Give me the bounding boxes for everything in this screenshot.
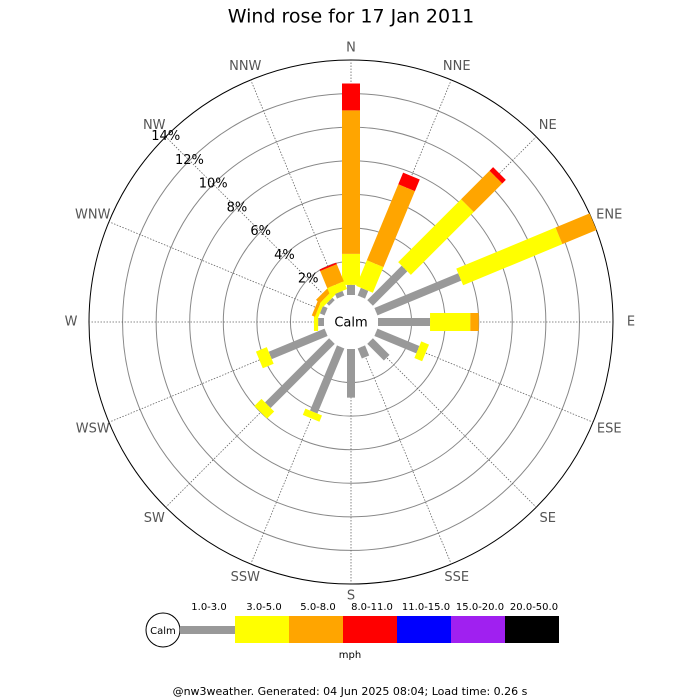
bar-segment [335,290,345,299]
legend-swatch [343,616,397,643]
direction-label: S [347,589,355,604]
bar-segment [319,262,337,272]
bar-segment [316,287,333,304]
spoke [360,346,452,565]
bar-segment [264,338,335,409]
direction-label: SE [540,511,556,526]
bar-segment [430,313,471,331]
legend-label: 8.0-11.0 [351,602,393,613]
direction-label: WSW [76,421,110,436]
bar-segment [470,313,479,331]
direction-label: NW [143,118,166,133]
direction-label: N [346,41,356,56]
bar-segment [342,83,360,111]
r-tick-label: 8% [227,200,248,215]
legend-label: 11.0-15.0 [402,602,450,613]
bar-segment [327,281,348,296]
legend-label: 5.0-8.0 [300,602,335,613]
bar-segment [374,328,420,354]
legend-label: 3.0-5.0 [246,602,281,613]
r-tick-label: 10% [199,177,228,192]
bar-segment [456,227,563,286]
bar-segment [302,408,323,422]
bar-segment [398,172,420,192]
bar-segment [318,318,324,326]
bar-segment [367,265,408,306]
r-tick-label: 2% [298,272,319,287]
spoke [250,79,342,298]
bar-segment [347,349,355,398]
r-tick-label: 4% [274,248,295,263]
legend-swatch [397,616,451,643]
bar-segment [319,306,328,316]
legend-swatch [235,616,289,643]
bar-segment [357,345,370,359]
spoke [165,136,333,304]
legend-calm-label: Calm [150,626,176,637]
bar-segment [347,284,355,295]
calm-label: Calm [334,316,367,331]
legend-label: 1.0-3.0 [191,602,226,613]
bar-segment [357,287,369,299]
bar-segment [374,273,462,316]
spoke [108,221,327,313]
direction-label: W [65,315,78,330]
calm-circle [327,298,375,346]
direction-label: NE [539,118,557,133]
bar-segment [255,347,274,369]
chart-title: Wind rose for 17 Jan 2011 [228,6,475,28]
spoke [369,340,537,508]
direction-label: NNW [229,59,261,74]
bar-segment [555,213,597,245]
direction-label: ESE [597,421,622,436]
bar-segment [311,298,322,317]
direction-label: E [627,315,635,330]
legend-swatch [180,626,235,634]
direction-label: NNE [443,59,471,74]
bar-segment [461,170,503,212]
bar-segment [342,110,360,254]
bar-segment [268,328,328,360]
bar-segment [414,341,430,362]
unit-label: mph [339,650,361,661]
direction-label: WNW [75,208,111,223]
r-tick-label: 14% [151,129,180,144]
direction-label: SSE [444,570,469,585]
bar-segment [342,253,360,285]
footer: @nw3weather. Generated: 04 Jun 2025 08:0… [173,685,528,698]
legend-label: 15.0-20.0 [456,602,504,613]
r-tick-label: 6% [250,224,271,239]
bar-segment [367,338,390,361]
legend-label: 20.0-50.0 [510,602,558,613]
bar-segment [309,345,345,414]
direction-label: ENE [596,208,622,223]
bar-segment [356,260,384,293]
legend-swatch [505,616,559,643]
legend-swatch [451,616,505,643]
bar-segment [366,184,415,268]
bar-segment [489,167,506,184]
r-tick-label: 12% [175,153,204,168]
bar-segment [378,318,431,326]
bar-segment [398,199,474,275]
direction-label: SSW [231,570,261,585]
bar-segment [254,398,275,419]
bar-segment [326,297,335,306]
bar-segment [320,264,344,289]
direction-label: SW [144,511,165,526]
legend-swatch [289,616,343,643]
